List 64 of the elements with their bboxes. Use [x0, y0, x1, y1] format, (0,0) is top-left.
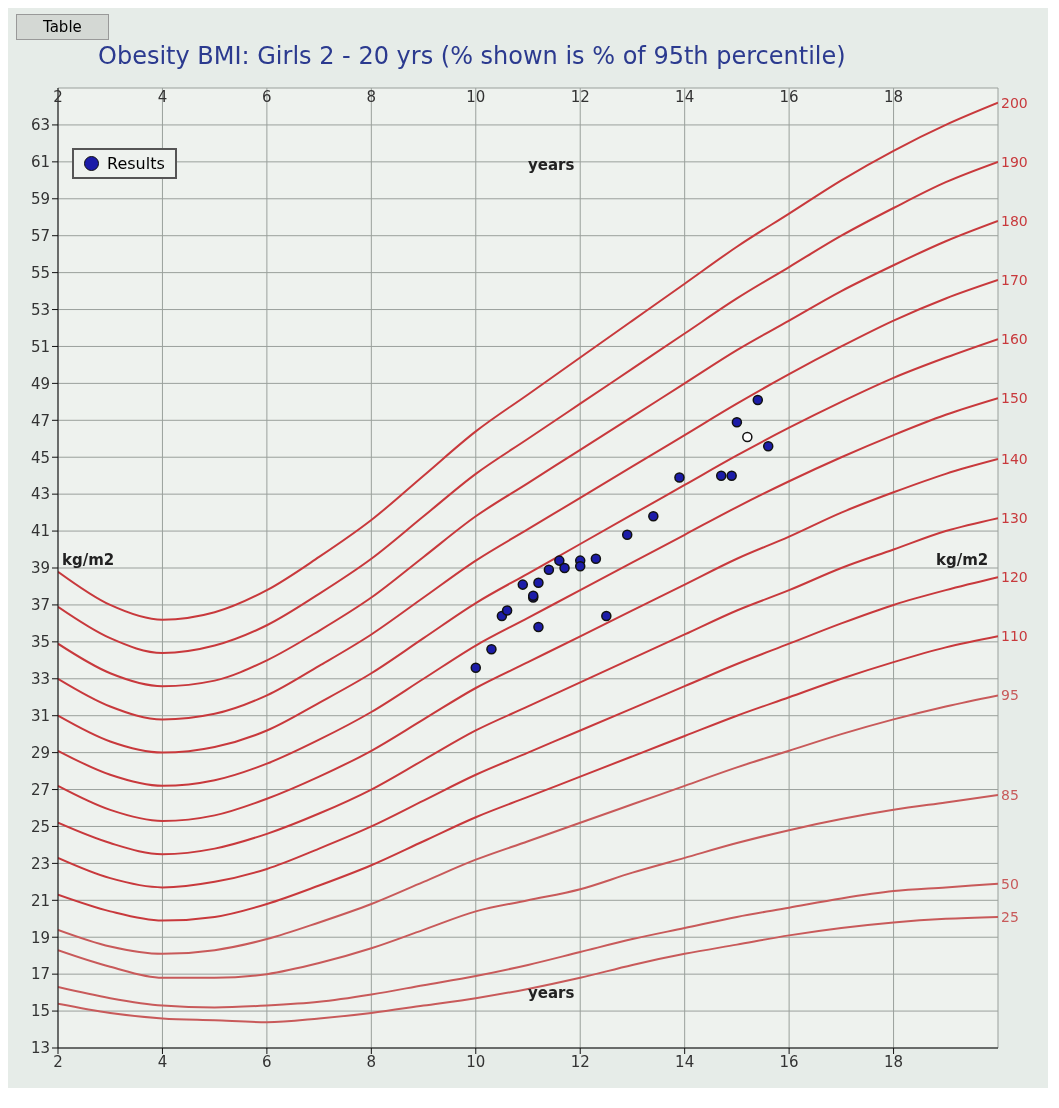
series-label: 130	[1001, 510, 1028, 527]
y-tick-label: 63	[30, 116, 50, 135]
y-tick-label: 33	[30, 670, 50, 689]
x2-tick-label: 10	[466, 1052, 486, 1071]
y-tick-label: 19	[30, 928, 50, 947]
series-label: 160	[1001, 331, 1028, 348]
y-tick-label: 35	[30, 633, 50, 652]
x-tick-label: 8	[365, 88, 378, 106]
y-tick-label: 17	[30, 965, 50, 984]
series-label: 150	[1001, 390, 1028, 407]
y-tick-label: 23	[30, 854, 50, 873]
y-tick-label: 59	[30, 190, 50, 209]
series-label: 50	[1001, 875, 1019, 892]
series-label: 190	[1001, 153, 1028, 170]
y-tick-label: 47	[30, 411, 50, 430]
series-label: 95	[1001, 687, 1019, 704]
x2-tick-label: 8	[366, 1052, 377, 1071]
x2-tick-label: 6	[262, 1052, 272, 1071]
y-tick-label: 55	[30, 263, 50, 282]
y-tick-label: 13	[30, 1039, 50, 1058]
series-label: 25	[1001, 908, 1019, 925]
y-tick-label: 25	[30, 817, 50, 836]
x2-axis-title: years	[528, 156, 575, 174]
series-label: 170	[1001, 272, 1028, 288]
y-tick-label: 29	[30, 743, 50, 762]
x-tick-label: 6	[261, 88, 273, 106]
x-tick-label: 12	[569, 88, 591, 106]
y-tick-label: 61	[30, 153, 50, 172]
y-tick-label: 39	[30, 559, 50, 578]
x2-tick-label: 14	[675, 1052, 695, 1071]
series-label: 140	[1001, 451, 1028, 468]
y-tick-label: 57	[30, 227, 50, 246]
y-tick-label: 31	[30, 707, 50, 726]
table-button: Table	[16, 14, 109, 40]
y-tick-label: 37	[30, 596, 50, 615]
legend-label: Results	[107, 154, 165, 173]
y-axis-title: kg/m2	[62, 550, 115, 569]
y-tick-label: 43	[30, 485, 50, 504]
y-tick-label: 15	[30, 1002, 50, 1021]
x2-tick-label: 2	[53, 1052, 63, 1071]
x-tick-label: 4	[156, 88, 169, 106]
x2-tick-label: 18	[884, 1052, 904, 1071]
y-tick-label: 41	[30, 522, 50, 541]
series-label: 120	[1001, 569, 1028, 586]
x2-tick-label: 4	[157, 1052, 168, 1071]
series-label: 200	[1001, 94, 1028, 111]
y-tick-label: 21	[30, 891, 50, 910]
y-tick-label: 27	[30, 780, 50, 799]
y-tick-label: 53	[30, 300, 50, 319]
x2-tick-label: 12	[570, 1052, 590, 1071]
x-tick-label: 10	[465, 88, 487, 106]
series-label: 110	[1001, 628, 1028, 645]
y-tick-label: 51	[30, 337, 50, 356]
chart-title: Obesity BMI: Girls 2 - 20 yrs (% shown is % of 95th percentile)	[98, 42, 846, 70]
x-tick-label: 14	[674, 88, 696, 106]
x-tick-label: 16	[778, 88, 800, 106]
x-tick-label: 18	[883, 88, 905, 106]
series-label: 180	[1001, 212, 1028, 229]
y-tick-label: 49	[30, 374, 50, 393]
x2-tick-label: 16	[779, 1052, 799, 1071]
y-tick-label: 45	[30, 448, 50, 467]
y2-axis-title: kg/m2	[936, 550, 989, 569]
x-axis-title: years	[528, 983, 575, 1002]
series-label: 85	[1001, 787, 1019, 804]
